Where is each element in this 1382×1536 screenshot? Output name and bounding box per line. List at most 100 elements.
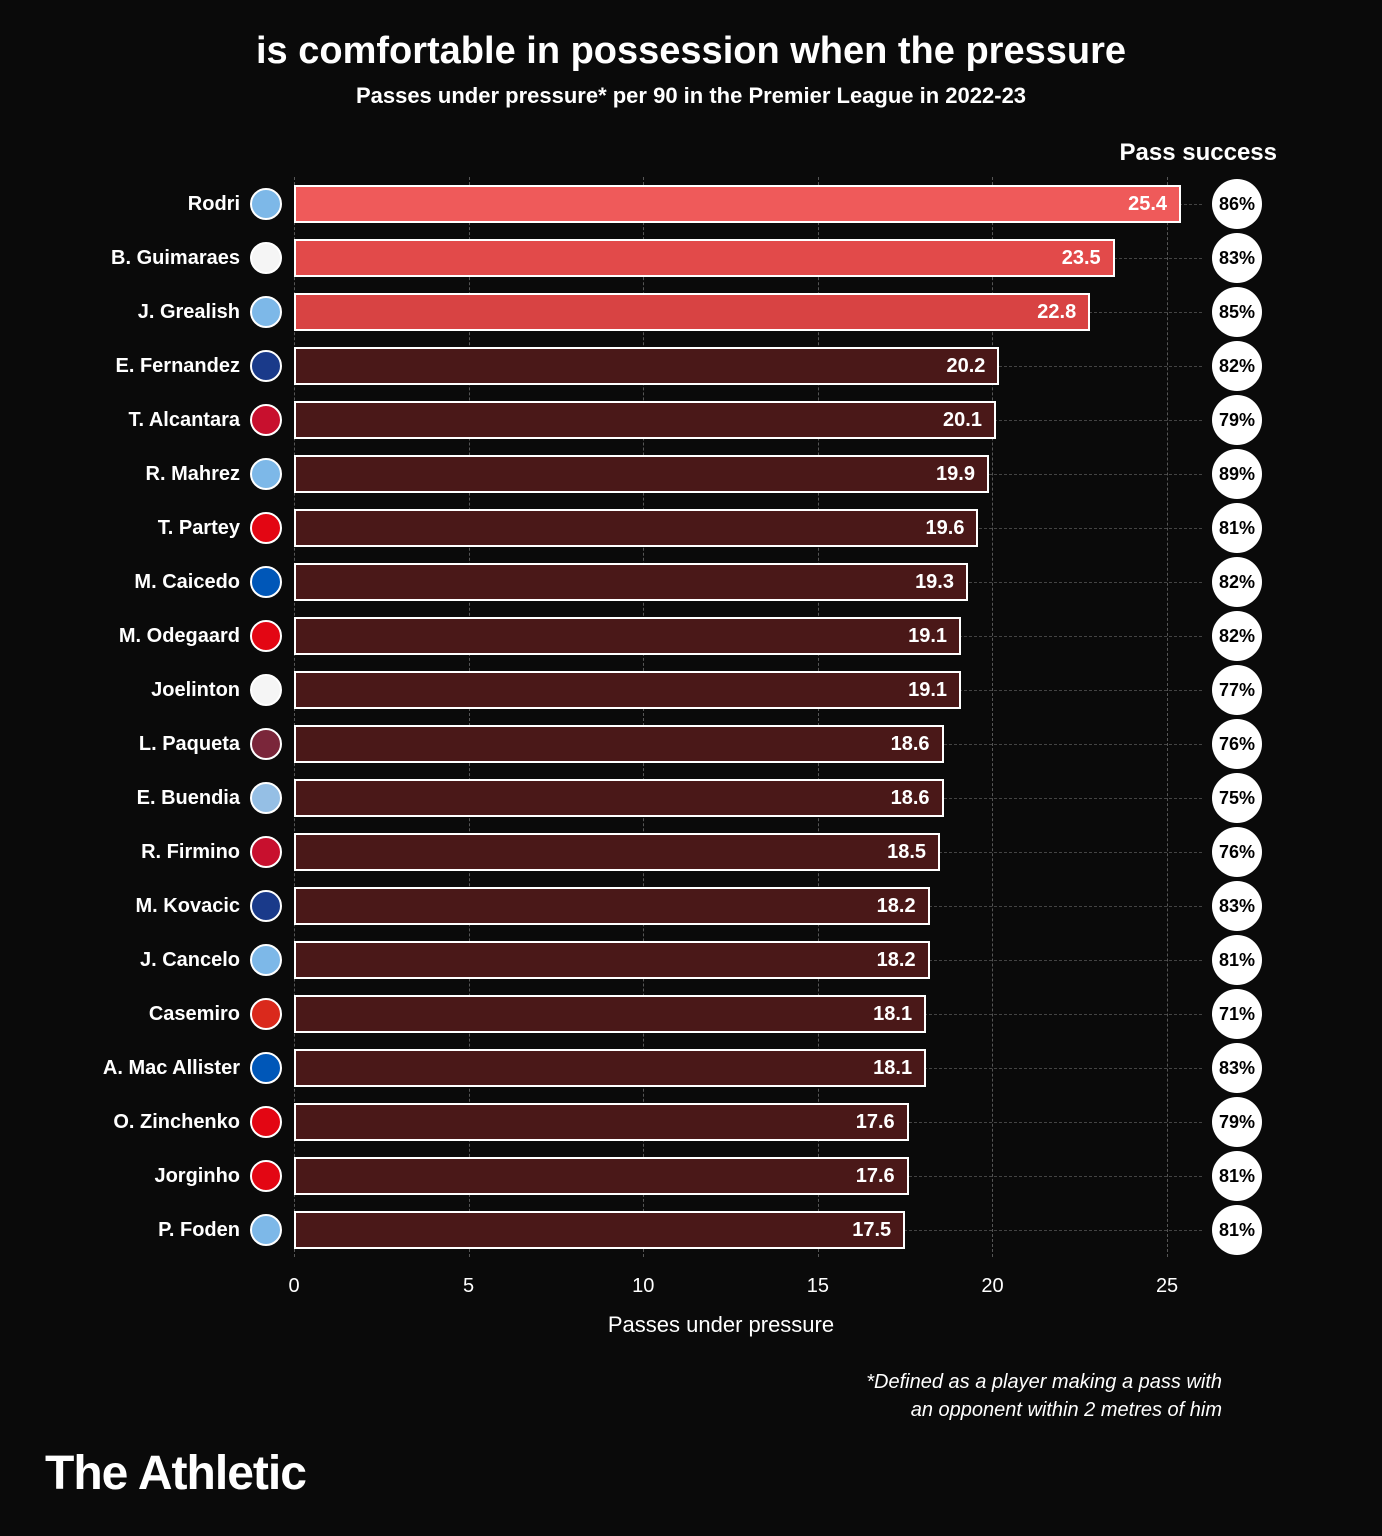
chart-row: Jorginho 17.6 81% bbox=[60, 1149, 1322, 1203]
bar-value-label: 18.2 bbox=[877, 949, 916, 972]
chart-row: Casemiro18.171% bbox=[60, 987, 1322, 1041]
bar: 17.5 bbox=[294, 1211, 905, 1249]
pass-success-value: 79% bbox=[1219, 410, 1255, 431]
pass-success-badge: 81% bbox=[1212, 503, 1262, 553]
player-name: A. Mac Allister bbox=[60, 1057, 250, 1080]
bar: 18.2 bbox=[294, 941, 930, 979]
bar-value-label: 19.9 bbox=[936, 463, 975, 486]
bar: 19.1 bbox=[294, 671, 961, 709]
x-axis-ticks: 0510152025 bbox=[294, 1267, 1202, 1307]
bar-value-label: 18.6 bbox=[891, 733, 930, 756]
pass-success-badge: 76% bbox=[1212, 719, 1262, 769]
bar-value-label: 19.6 bbox=[926, 517, 965, 540]
bar-value-label: 20.1 bbox=[943, 409, 982, 432]
club-badge-icon bbox=[250, 1106, 282, 1138]
pass-success-value: 82% bbox=[1219, 626, 1255, 647]
bar: 19.1 bbox=[294, 617, 961, 655]
chart-row: L. Paqueta 18.6 76% bbox=[60, 717, 1322, 771]
bar-value-label: 18.5 bbox=[887, 841, 926, 864]
bar: 18.6 bbox=[294, 779, 944, 817]
club-badge-icon bbox=[250, 620, 282, 652]
pass-success-badge: 81% bbox=[1212, 1151, 1262, 1201]
bar-track: 18.1 bbox=[294, 987, 1202, 1041]
pass-success-value: 81% bbox=[1219, 1166, 1255, 1187]
bar-track: 19.6 bbox=[294, 501, 1202, 555]
player-name: E. Buendia bbox=[60, 787, 250, 810]
bar: 18.6 bbox=[294, 725, 944, 763]
club-badge-icon bbox=[250, 728, 282, 760]
pass-success-value: 86% bbox=[1219, 194, 1255, 215]
player-name: E. Fernandez bbox=[60, 355, 250, 378]
player-name: L. Paqueta bbox=[60, 733, 250, 756]
pass-success-badge: 83% bbox=[1212, 881, 1262, 931]
player-name: Joelinton bbox=[60, 679, 250, 702]
player-name: B. Guimaraes bbox=[60, 247, 250, 270]
bar-chart: Rodri25.486% B. Guimaraes 23.5 83% J. Greali… bbox=[60, 177, 1322, 1257]
bar: 18.1 bbox=[294, 995, 926, 1033]
bar-value-label: 17.6 bbox=[856, 1111, 895, 1134]
club-badge-icon bbox=[250, 836, 282, 868]
x-tick-label: 25 bbox=[1156, 1275, 1178, 1298]
bar-track: 17.6 bbox=[294, 1095, 1202, 1149]
pass-success-value: 83% bbox=[1219, 1058, 1255, 1079]
bar: 20.1 bbox=[294, 401, 996, 439]
pass-success-value: 89% bbox=[1219, 464, 1255, 485]
bar-track: 20.2 bbox=[294, 339, 1202, 393]
bar-value-label: 23.5 bbox=[1062, 247, 1101, 270]
bar-track: 18.6 bbox=[294, 717, 1202, 771]
bar: 19.3 bbox=[294, 563, 968, 601]
player-name: Rodri bbox=[60, 193, 250, 216]
club-badge-icon bbox=[250, 242, 282, 274]
bar-value-label: 18.1 bbox=[873, 1057, 912, 1080]
pass-success-badge: 81% bbox=[1212, 1205, 1262, 1255]
footnote-line1: *Defined as a player making a pass with bbox=[866, 1371, 1222, 1393]
club-badge-icon bbox=[250, 1052, 282, 1084]
player-name: R. Firmino bbox=[60, 841, 250, 864]
bar: 17.6 bbox=[294, 1103, 909, 1141]
chart-row: P. Foden17.581% bbox=[60, 1203, 1322, 1257]
pass-success-badge: 85% bbox=[1212, 287, 1262, 337]
club-badge-icon bbox=[250, 998, 282, 1030]
bar: 17.6 bbox=[294, 1157, 909, 1195]
club-badge-icon bbox=[250, 674, 282, 706]
chart-row: T. Partey19.681% bbox=[60, 501, 1322, 555]
club-badge-icon bbox=[250, 188, 282, 220]
pass-success-badge: 83% bbox=[1212, 1043, 1262, 1093]
chart-row: E. Buendia 18.6 75% bbox=[60, 771, 1322, 825]
pass-success-value: 75% bbox=[1219, 788, 1255, 809]
pass-success-value: 81% bbox=[1219, 518, 1255, 539]
bar: 20.2 bbox=[294, 347, 999, 385]
bar-value-label: 20.2 bbox=[947, 355, 986, 378]
bar-value-label: 19.1 bbox=[908, 679, 947, 702]
player-name: J. Grealish bbox=[60, 301, 250, 324]
player-name: R. Mahrez bbox=[60, 463, 250, 486]
bar-track: 18.2 bbox=[294, 933, 1202, 987]
bar-track: 19.1 bbox=[294, 609, 1202, 663]
pass-success-badge: 75% bbox=[1212, 773, 1262, 823]
chart-row: M. Kovacic18.283% bbox=[60, 879, 1322, 933]
bar-track: 19.3 bbox=[294, 555, 1202, 609]
bar-track: 19.1 bbox=[294, 663, 1202, 717]
x-tick-label: 0 bbox=[288, 1275, 299, 1298]
player-name: Jorginho bbox=[60, 1165, 250, 1188]
club-badge-icon bbox=[250, 296, 282, 328]
x-tick-label: 15 bbox=[807, 1275, 829, 1298]
pass-success-value: 77% bbox=[1219, 680, 1255, 701]
bar: 19.6 bbox=[294, 509, 978, 547]
bar-track: 22.8 bbox=[294, 285, 1202, 339]
club-badge-icon bbox=[250, 1214, 282, 1246]
pass-success-badge: 82% bbox=[1212, 341, 1262, 391]
player-name: Casemiro bbox=[60, 1003, 250, 1026]
pass-success-badge: 79% bbox=[1212, 395, 1262, 445]
chart-row: Rodri25.486% bbox=[60, 177, 1322, 231]
bar-track: 20.1 bbox=[294, 393, 1202, 447]
chart-row: Joelinton 19.1 77% bbox=[60, 663, 1322, 717]
bar-value-label: 19.3 bbox=[915, 571, 954, 594]
pass-success-badge: 77% bbox=[1212, 665, 1262, 715]
x-tick-label: 5 bbox=[463, 1275, 474, 1298]
pass-success-value: 79% bbox=[1219, 1112, 1255, 1133]
pass-success-badge: 79% bbox=[1212, 1097, 1262, 1147]
chart-row: R. Mahrez 19.9 89% bbox=[60, 447, 1322, 501]
chart-row: M. Caicedo19.382% bbox=[60, 555, 1322, 609]
chart-row: R. Firmino18.576% bbox=[60, 825, 1322, 879]
